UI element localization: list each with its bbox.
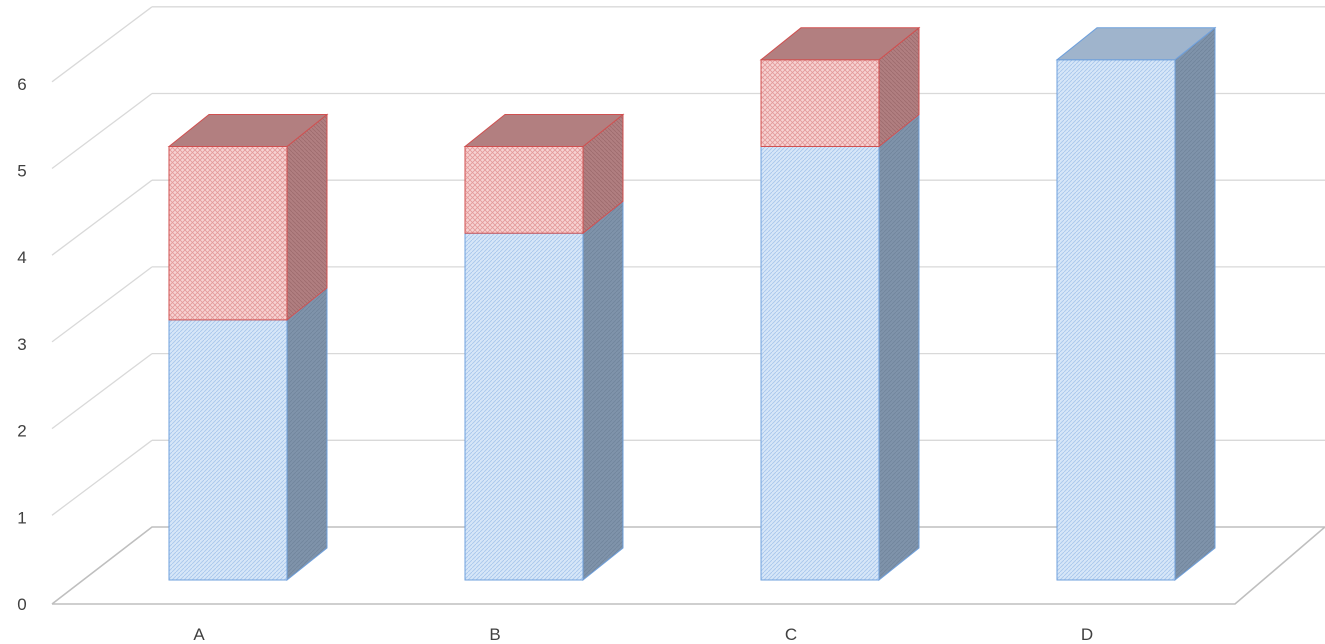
- bar-a-series-1: [168, 286, 328, 582]
- y-tick-label: 1: [17, 508, 26, 527]
- side-wall-gridline: [51, 353, 153, 430]
- bar-c-series-1: [760, 113, 920, 582]
- y-axis-tick-labels: 0 1 2 3 4 5 6: [17, 75, 26, 614]
- y-tick-label: 3: [17, 335, 26, 354]
- bar-a-series-2: [167, 113, 329, 321]
- y-tick-label: 0: [17, 595, 26, 614]
- bars: [167, 26, 1217, 582]
- bar-b-series-2: [463, 113, 625, 235]
- y-tick-label: 2: [17, 422, 26, 441]
- x-tick-label: B: [489, 625, 500, 644]
- side-wall-gridline: [51, 266, 153, 343]
- bar-b-series-1: [464, 200, 624, 582]
- y-tick-label: 6: [17, 75, 26, 94]
- bar-top-face: [759, 27, 921, 61]
- bar-front-face: [168, 146, 288, 321]
- bar-top-face: [463, 114, 625, 147]
- side-wall-gridline: [51, 92, 153, 170]
- x-tick-label: C: [785, 625, 797, 644]
- side-wall-gridline: [51, 439, 153, 516]
- x-tick-label: D: [1081, 625, 1093, 644]
- bar-front-face: [760, 59, 880, 147]
- bar-front-face: [760, 146, 880, 581]
- bar-front-face: [1056, 59, 1176, 581]
- bar-front-face: [464, 146, 584, 234]
- bar-front-face: [464, 232, 584, 581]
- side-wall-gridline: [51, 6, 153, 83]
- bar-side-face: [582, 200, 624, 582]
- bar-c-series-2: [759, 26, 921, 148]
- bar-top-face: [167, 114, 329, 147]
- gridlines: [51, 6, 1325, 605]
- bar-d-series-1: [1055, 26, 1217, 582]
- side-wall-gridline: [51, 179, 153, 256]
- y-tick-label: 4: [17, 248, 26, 267]
- y-tick-label: 5: [17, 162, 26, 181]
- chart-floor: [51, 526, 1325, 605]
- bar-side-face: [1174, 26, 1216, 582]
- bar-side-face: [286, 113, 328, 321]
- bar-top-face: [1055, 27, 1217, 61]
- x-tick-label: A: [193, 625, 205, 644]
- bar-side-face: [286, 286, 328, 582]
- bar-front-face: [168, 319, 288, 581]
- x-axis-tick-labels: A B C D: [193, 625, 1093, 644]
- bar-side-face: [878, 113, 920, 582]
